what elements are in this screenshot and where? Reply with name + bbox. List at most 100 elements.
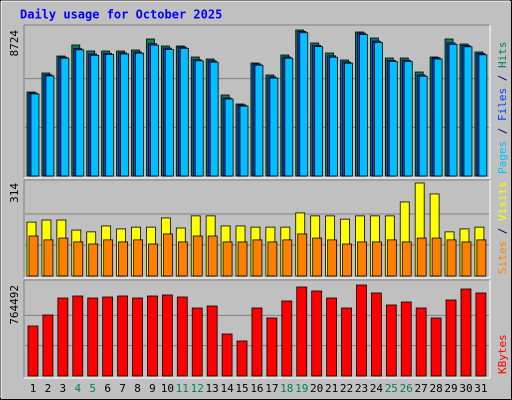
bar bbox=[118, 241, 128, 277]
bar bbox=[179, 47, 189, 177]
bar bbox=[448, 43, 458, 177]
bar bbox=[192, 235, 203, 277]
bar bbox=[42, 314, 54, 377]
legend-separator: / bbox=[496, 68, 509, 88]
legend-entry: KBytes bbox=[496, 334, 509, 374]
bar bbox=[60, 57, 70, 177]
x-tick-label: 12 bbox=[191, 382, 204, 395]
bar bbox=[150, 44, 159, 177]
bar bbox=[266, 317, 278, 377]
x-tick-label: 3 bbox=[60, 382, 67, 395]
bar bbox=[401, 241, 412, 277]
bar bbox=[224, 98, 234, 177]
bar bbox=[296, 286, 308, 377]
bar bbox=[135, 52, 144, 177]
x-tick-label: 27 bbox=[415, 382, 428, 395]
x-tick-label: 21 bbox=[325, 382, 338, 395]
bar bbox=[359, 34, 368, 177]
x-tick-label: 9 bbox=[149, 382, 156, 395]
bar bbox=[356, 284, 367, 377]
bar bbox=[72, 295, 84, 377]
bar bbox=[326, 297, 338, 377]
bar bbox=[73, 241, 84, 277]
bar bbox=[344, 62, 353, 177]
legend-entry: Visits bbox=[496, 181, 509, 221]
bar bbox=[209, 61, 219, 177]
bar bbox=[475, 292, 487, 377]
x-tick-label: 15 bbox=[235, 382, 248, 395]
x-tick-label: 2 bbox=[45, 382, 52, 395]
legend: KBytes bbox=[496, 334, 509, 374]
x-tick-label: 23 bbox=[355, 382, 368, 395]
bar bbox=[191, 307, 203, 377]
bar bbox=[269, 77, 279, 177]
bar bbox=[476, 239, 487, 277]
x-tick-label: 6 bbox=[104, 382, 111, 395]
bar bbox=[164, 49, 174, 177]
bar bbox=[312, 237, 323, 277]
bar bbox=[88, 243, 99, 277]
bar bbox=[252, 239, 263, 277]
bar bbox=[206, 305, 218, 377]
bar bbox=[385, 304, 397, 377]
bar bbox=[282, 239, 293, 277]
x-tick-label: 13 bbox=[206, 382, 219, 395]
bar bbox=[133, 239, 143, 277]
legend-entry: Hits bbox=[496, 42, 509, 69]
bar bbox=[176, 296, 188, 377]
bar bbox=[463, 46, 473, 177]
x-tick-label: 30 bbox=[459, 382, 472, 395]
bar bbox=[281, 300, 293, 377]
x-tick-label: 4 bbox=[74, 382, 81, 395]
bar bbox=[461, 241, 472, 277]
bar bbox=[177, 241, 188, 277]
x-tick-label: 16 bbox=[250, 382, 263, 395]
bar bbox=[120, 53, 129, 177]
x-tick-label: 17 bbox=[265, 382, 278, 395]
bar bbox=[386, 239, 397, 277]
chart-title: Daily usage for October 2025 bbox=[20, 8, 222, 22]
bar bbox=[239, 105, 249, 177]
bar bbox=[221, 333, 233, 377]
bar bbox=[433, 58, 443, 177]
x-tick-label: 26 bbox=[400, 382, 413, 395]
x-tick-label: 20 bbox=[310, 382, 323, 395]
bar bbox=[416, 237, 427, 277]
bar bbox=[102, 296, 114, 377]
x-tick-label: 28 bbox=[429, 382, 442, 395]
bar bbox=[207, 235, 218, 277]
x-tick-label: 24 bbox=[370, 382, 384, 395]
x-tick-label: 14 bbox=[220, 382, 234, 395]
bar bbox=[161, 294, 173, 377]
bar bbox=[28, 235, 39, 277]
bar bbox=[284, 57, 294, 177]
x-tick-label: 31 bbox=[474, 382, 487, 395]
bar bbox=[446, 239, 457, 277]
bar bbox=[373, 42, 383, 177]
bar bbox=[30, 93, 40, 177]
bar bbox=[58, 237, 69, 277]
bar bbox=[297, 233, 308, 277]
bar bbox=[371, 241, 382, 277]
x-tick-label: 10 bbox=[161, 382, 174, 395]
legend: Sites / Visits bbox=[496, 181, 509, 274]
bar bbox=[329, 56, 339, 177]
legend: Pages / Files / Hits bbox=[496, 42, 509, 175]
bar bbox=[327, 239, 338, 277]
bar bbox=[388, 61, 398, 177]
legend-separator: / bbox=[496, 221, 509, 241]
bar bbox=[57, 297, 69, 377]
x-tick-label: 19 bbox=[295, 382, 308, 395]
legend-entry: Files bbox=[496, 88, 509, 121]
bar bbox=[27, 325, 39, 377]
bar bbox=[357, 241, 367, 277]
bar bbox=[400, 301, 412, 377]
bar bbox=[194, 60, 204, 177]
bar bbox=[415, 307, 427, 377]
bar bbox=[45, 75, 55, 177]
bar bbox=[105, 54, 115, 177]
bar bbox=[478, 54, 488, 177]
y-tick-label: 314 bbox=[8, 183, 21, 203]
bar bbox=[147, 295, 158, 377]
